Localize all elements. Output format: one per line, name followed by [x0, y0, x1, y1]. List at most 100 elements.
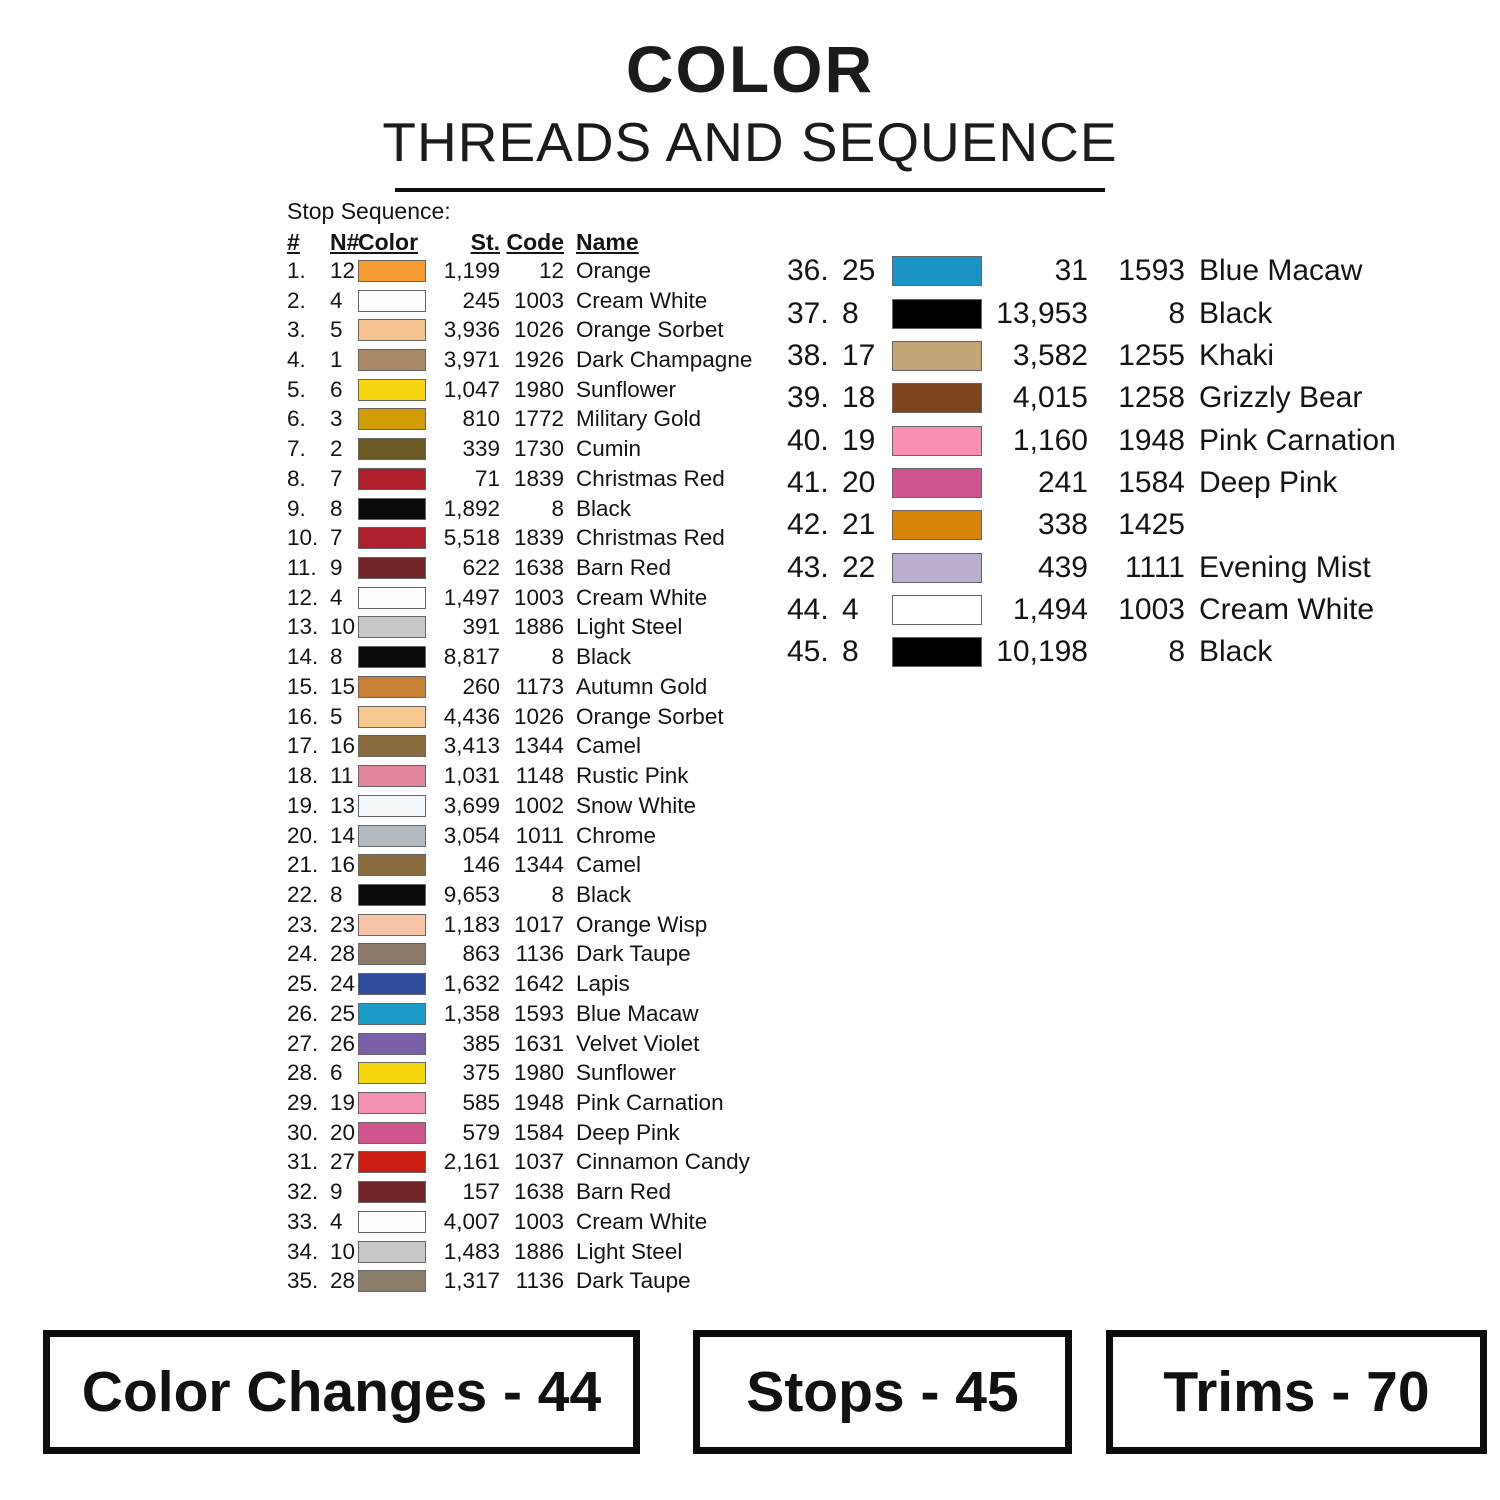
row-number: 24. — [287, 941, 319, 967]
color-name: Camel — [576, 852, 642, 878]
row-number: 15. — [287, 673, 319, 699]
color-name: Black — [1199, 296, 1273, 330]
table-row: 1. 12 1,199 12 Orange — [287, 256, 752, 286]
stitch-count: 157 — [462, 1179, 500, 1205]
color-swatch — [358, 467, 426, 490]
color-name: Black — [576, 644, 632, 670]
swatch-cell — [358, 289, 426, 312]
thread-number: 18 — [842, 381, 876, 415]
thread-number: 22 — [842, 550, 876, 584]
row-number: 41. — [787, 465, 829, 499]
color-code: 8 — [1168, 635, 1185, 669]
swatch-cell — [358, 973, 426, 996]
stitch-count: 4,436 — [443, 703, 500, 729]
color-name: Evening Mist — [1199, 550, 1371, 584]
color-name: Barn Red — [576, 1179, 672, 1205]
row-number: 11. — [287, 555, 317, 581]
color-code: 1003 — [513, 1208, 564, 1234]
table-row: 44. 4 1,494 1003 Cream White — [787, 589, 1396, 631]
row-number: 20. — [287, 822, 319, 848]
color-name: Blue Macaw — [1199, 254, 1363, 288]
color-swatch — [358, 824, 426, 847]
color-code: 1148 — [515, 763, 564, 789]
stitch-count: 338 — [1037, 508, 1088, 542]
color-swatch — [892, 383, 982, 414]
color-name: Light Steel — [576, 1238, 683, 1264]
thread-table-left: # N# Color St. Code Name 1. 12 1,199 12 Oran… — [287, 229, 752, 1296]
color-name: Velvet Violet — [576, 1030, 700, 1056]
summary-box-stops: Stops - 45 — [693, 1330, 1072, 1454]
color-code: 1730 — [513, 436, 564, 462]
color-swatch — [358, 1121, 426, 1144]
table-row: 40. 19 1,160 1948 Pink Carnation — [787, 419, 1396, 461]
color-swatch — [358, 675, 426, 698]
color-name: Autumn Gold — [576, 673, 708, 699]
stitch-count: 1,317 — [443, 1268, 500, 1294]
stitch-count: 810 — [462, 406, 500, 432]
thread-number: 15 — [330, 673, 356, 699]
thread-number: 7 — [330, 465, 343, 491]
color-swatch — [358, 586, 426, 609]
color-name: Black — [576, 881, 632, 907]
color-name: Sunflower — [576, 376, 677, 402]
color-code: 1593 — [513, 1000, 564, 1026]
row-number: 1. — [287, 257, 306, 283]
color-swatch — [892, 467, 982, 498]
thread-number: 13 — [330, 792, 356, 818]
color-swatch — [358, 1240, 426, 1263]
color-code: 8 — [551, 495, 564, 521]
color-swatch — [358, 497, 426, 520]
swatch-cell — [892, 510, 982, 541]
swatch-cell — [358, 557, 426, 580]
swatch-cell — [358, 1270, 426, 1293]
row-number: 39. — [787, 381, 829, 415]
swatch-cell — [358, 1210, 426, 1233]
thread-number: 6 — [330, 376, 343, 402]
stitch-count: 1,047 — [443, 376, 500, 402]
color-name: Deep Pink — [1199, 465, 1338, 499]
row-number: 2. — [287, 287, 306, 313]
table-row: 31. 27 2,161 1037 Cinnamon Candy — [287, 1148, 752, 1178]
swatch-cell — [358, 438, 426, 461]
color-swatch — [358, 319, 426, 342]
stitch-count: 3,699 — [443, 792, 500, 818]
swatch-cell — [358, 854, 426, 877]
stitch-count: 1,497 — [443, 584, 500, 610]
row-number: 33. — [287, 1208, 319, 1234]
summary-box-color-changes: Color Changes - 44 — [43, 1330, 640, 1454]
stitch-count: 13,953 — [996, 296, 1088, 330]
swatch-cell — [358, 1151, 426, 1174]
color-name: Khaki — [1199, 338, 1275, 372]
color-code: 1926 — [513, 347, 564, 373]
row-number: 18. — [287, 763, 319, 789]
table-row: 26. 25 1,358 1593 Blue Macaw — [287, 999, 752, 1029]
table-row: 39. 18 4,015 1258 Grizzly Bear — [787, 377, 1396, 419]
stitch-count: 1,494 — [1012, 592, 1088, 626]
color-code: 1344 — [513, 852, 564, 878]
color-name: Cream White — [576, 584, 708, 610]
swatch-cell — [358, 586, 426, 609]
table-row: 4. 1 3,971 1926 Dark Champagne — [287, 345, 752, 375]
color-name: Cream White — [576, 1208, 708, 1234]
table-header: # N# Color St. Code Name — [287, 229, 752, 256]
thread-number: 9 — [330, 555, 343, 581]
color-name: Military Gold — [576, 406, 702, 432]
stitch-count: 3,936 — [443, 317, 500, 343]
color-code: 8 — [551, 881, 564, 907]
row-number: 22. — [287, 881, 319, 907]
color-name: Orange Sorbet — [576, 317, 724, 343]
color-name: Dark Taupe — [576, 941, 691, 967]
swatch-cell — [358, 913, 426, 936]
table-row: 41. 20 241 1584 Deep Pink — [787, 462, 1396, 504]
color-swatch — [358, 349, 426, 372]
table-row: 16. 5 4,436 1026 Orange Sorbet — [287, 702, 752, 732]
stitch-count: 10,198 — [996, 635, 1088, 669]
table-row: 2. 4 245 1003 Cream White — [287, 286, 752, 316]
table-row: 24. 28 863 1136 Dark Taupe — [287, 940, 752, 970]
color-name: Cinnamon Candy — [576, 1149, 750, 1175]
color-code: 1026 — [513, 317, 564, 343]
color-name: Orange — [576, 257, 652, 283]
swatch-cell — [358, 824, 426, 847]
thread-number: 1 — [330, 347, 343, 373]
row-number: 30. — [287, 1119, 319, 1145]
